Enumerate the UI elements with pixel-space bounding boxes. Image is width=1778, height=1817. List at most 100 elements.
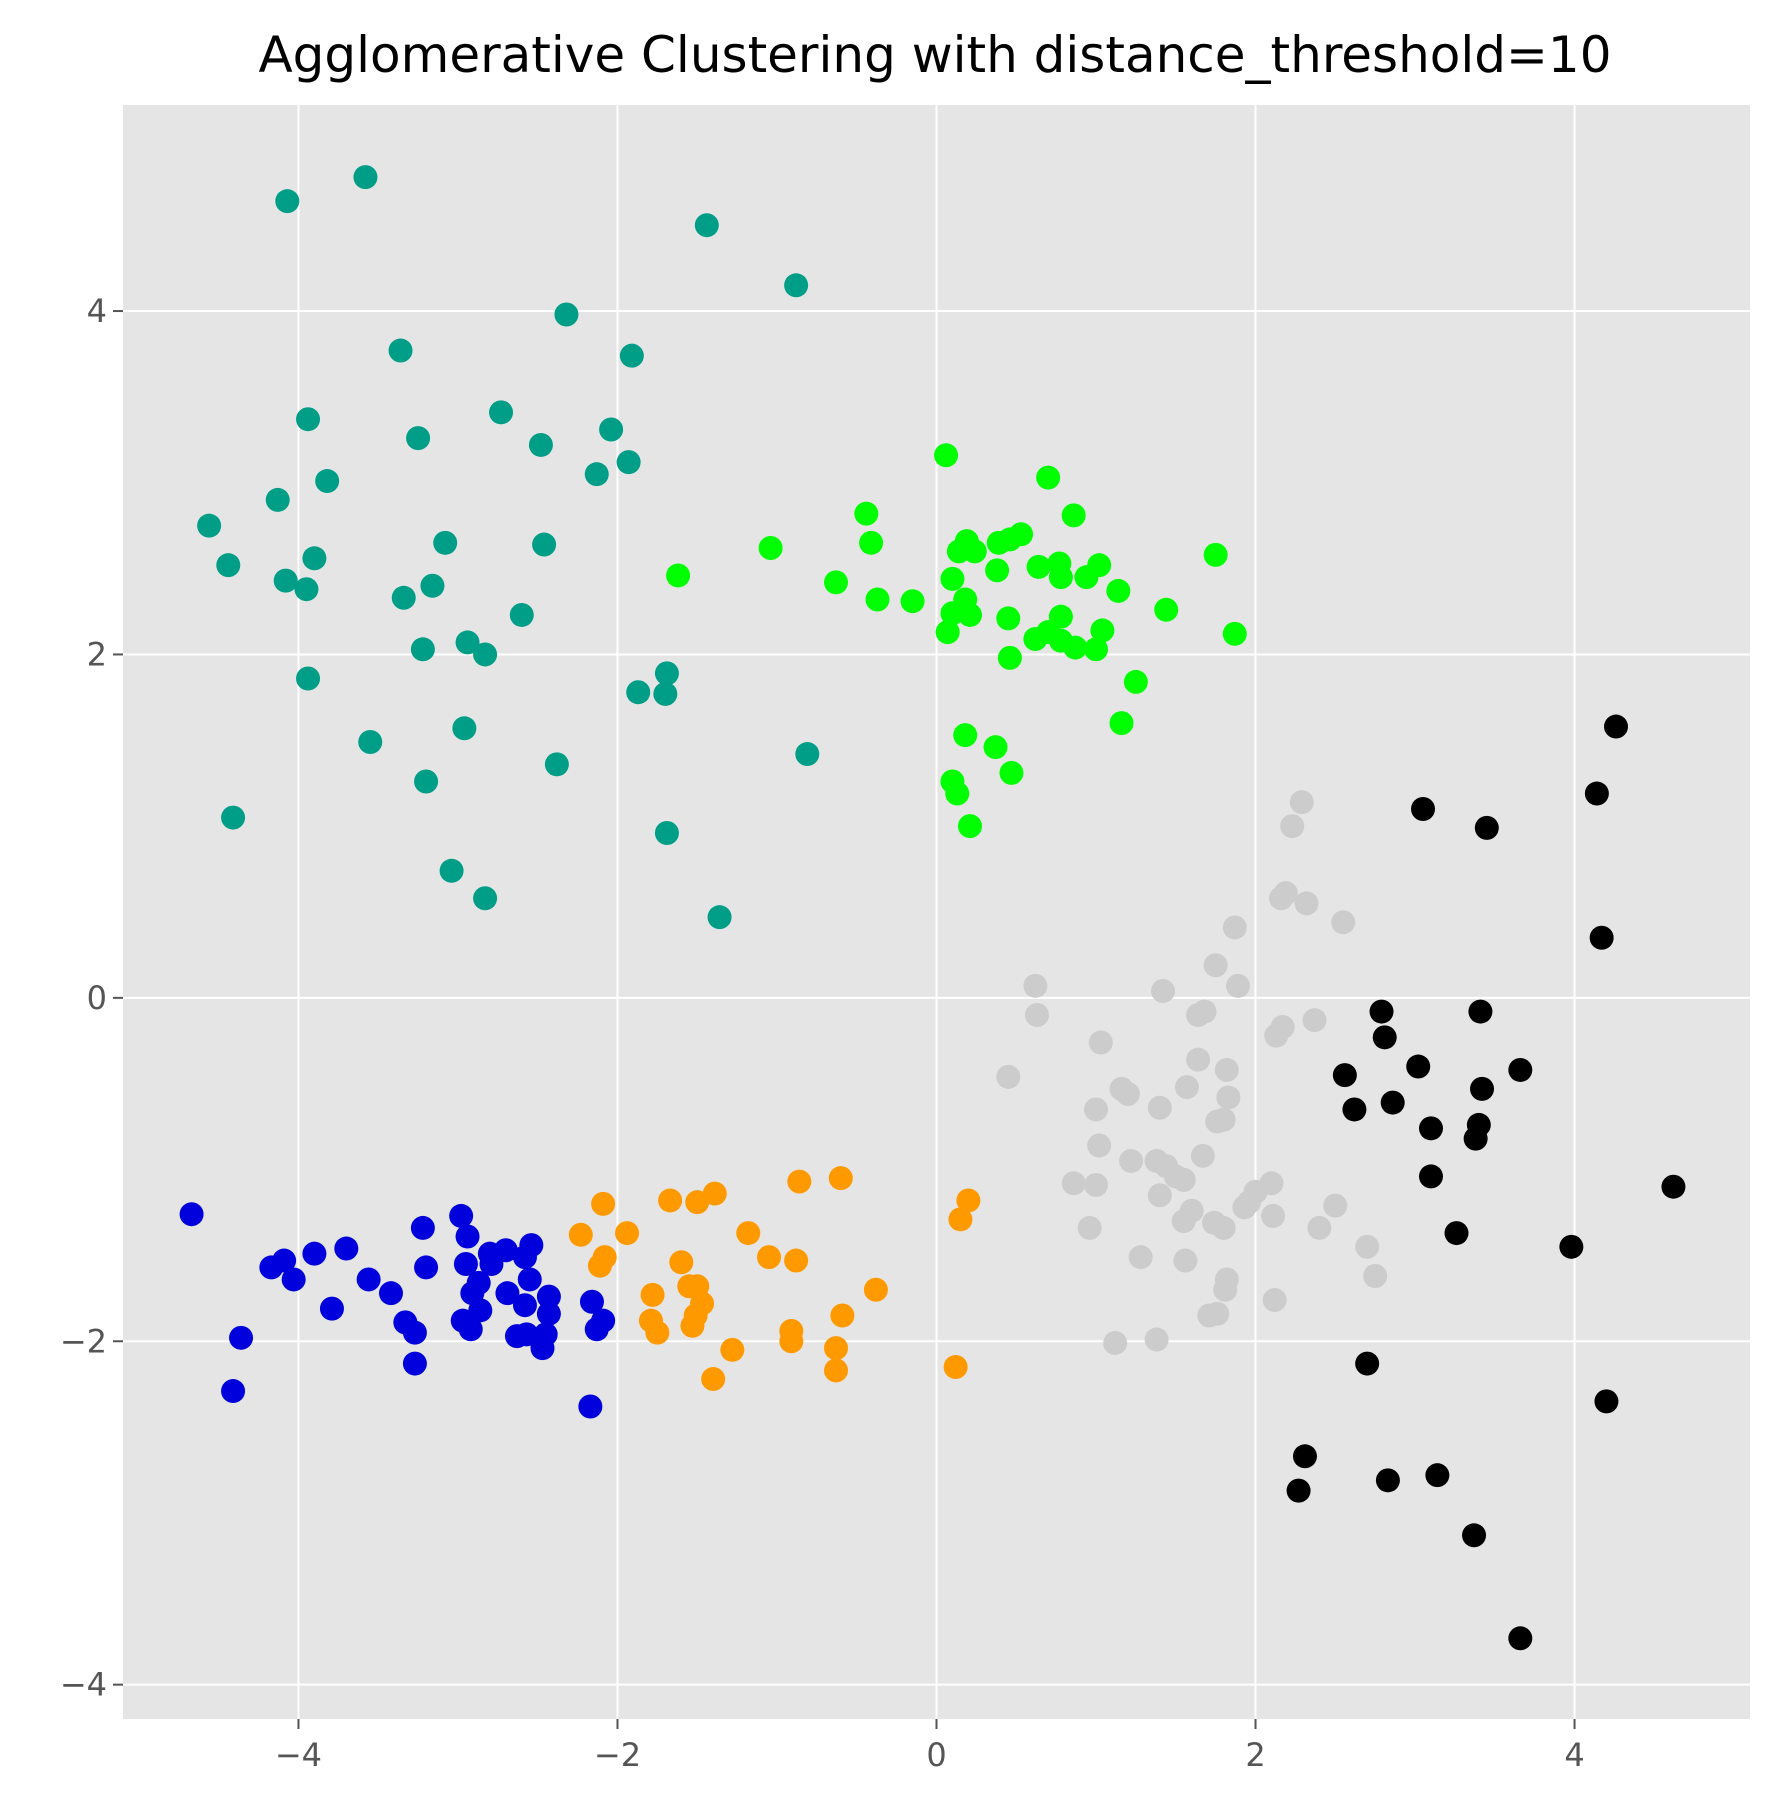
data-point <box>653 681 678 706</box>
data-point <box>1205 1109 1230 1134</box>
data-point <box>275 189 300 214</box>
data-point <box>479 1251 504 1276</box>
x-tick-label: 0 <box>926 1736 946 1774</box>
data-point <box>1088 1030 1113 1055</box>
data-point <box>1269 886 1294 911</box>
y-tick-label: 4 <box>87 292 107 330</box>
data-point <box>1061 1171 1086 1196</box>
data-point <box>680 1313 705 1338</box>
data-point <box>315 469 340 494</box>
data-point <box>1061 503 1086 528</box>
data-point <box>420 573 445 598</box>
data-point <box>584 462 609 487</box>
data-point <box>1023 973 1048 998</box>
data-point <box>1444 1221 1469 1246</box>
data-point <box>983 735 1008 760</box>
data-point <box>1119 1148 1144 1173</box>
data-point <box>615 1221 640 1246</box>
data-point <box>953 723 978 748</box>
data-point <box>1331 910 1356 935</box>
data-point <box>1048 565 1073 590</box>
data-point <box>1087 1133 1112 1158</box>
data-point <box>468 1298 493 1323</box>
data-point <box>1589 925 1614 950</box>
data-point <box>685 1190 710 1215</box>
data-point <box>1109 711 1134 736</box>
data-point <box>391 585 416 610</box>
data-point <box>532 532 557 557</box>
data-point <box>433 530 458 555</box>
data-point <box>669 1250 694 1275</box>
data-point <box>1232 1195 1257 1220</box>
data-point <box>1425 1463 1450 1488</box>
data-point <box>1261 1203 1286 1228</box>
data-point <box>830 1303 855 1328</box>
data-point <box>935 620 960 645</box>
data-point <box>626 680 651 705</box>
data-point <box>1192 999 1217 1024</box>
data-point <box>940 601 965 626</box>
data-point <box>1147 1095 1172 1120</box>
data-point <box>536 1284 561 1309</box>
data-point <box>302 1241 327 1266</box>
data-point <box>1355 1234 1380 1259</box>
data-point <box>1214 1057 1239 1082</box>
data-point <box>584 1317 609 1342</box>
data-point <box>452 716 477 741</box>
data-point <box>787 1169 812 1194</box>
data-point <box>957 602 982 627</box>
data-point <box>1418 1116 1443 1141</box>
data-point <box>645 1320 670 1345</box>
data-point <box>265 487 290 512</box>
data-point <box>358 730 383 755</box>
data-point <box>957 814 982 839</box>
data-point <box>962 539 987 564</box>
data-point <box>587 1253 612 1278</box>
data-point <box>1222 915 1247 940</box>
data-point <box>1286 1478 1311 1503</box>
data-point <box>1036 465 1061 490</box>
data-point <box>943 1355 968 1380</box>
data-point <box>455 630 480 655</box>
data-point <box>784 1248 809 1273</box>
data-point <box>319 1296 344 1321</box>
data-point <box>1024 1003 1049 1028</box>
data-point <box>1077 1215 1102 1240</box>
data-point <box>900 589 925 614</box>
data-point <box>1355 1351 1380 1376</box>
data-point <box>353 165 378 190</box>
data-point <box>455 1224 480 1249</box>
data-point <box>388 338 413 363</box>
data-point <box>1225 973 1250 998</box>
data-point <box>1584 781 1609 806</box>
data-point <box>473 642 498 667</box>
data-point <box>489 400 514 425</box>
data-point <box>1197 1303 1222 1328</box>
data-point <box>216 553 241 578</box>
data-point <box>281 1267 306 1292</box>
data-point <box>1342 1097 1367 1122</box>
data-point <box>1594 1389 1619 1414</box>
data-point <box>512 1293 537 1318</box>
x-tick-label: 4 <box>1564 1736 1584 1774</box>
data-point <box>654 661 679 686</box>
data-point <box>514 1322 539 1347</box>
data-point <box>1289 790 1314 815</box>
y-tick-label: 2 <box>87 635 107 673</box>
data-point <box>1302 1008 1327 1033</box>
data-points <box>179 165 1686 1651</box>
data-point <box>1363 1264 1388 1289</box>
data-point <box>439 858 464 883</box>
data-point <box>779 1329 804 1354</box>
data-point <box>528 432 553 457</box>
data-point <box>1418 1164 1443 1189</box>
data-point <box>985 558 1010 583</box>
x-tick-label: −4 <box>275 1736 322 1774</box>
data-point <box>1084 1097 1109 1122</box>
data-point <box>410 1215 435 1240</box>
data-point <box>1375 1468 1400 1493</box>
data-point <box>1463 1126 1488 1151</box>
data-point <box>334 1236 359 1261</box>
data-point <box>1474 815 1499 840</box>
data-point <box>356 1267 381 1292</box>
